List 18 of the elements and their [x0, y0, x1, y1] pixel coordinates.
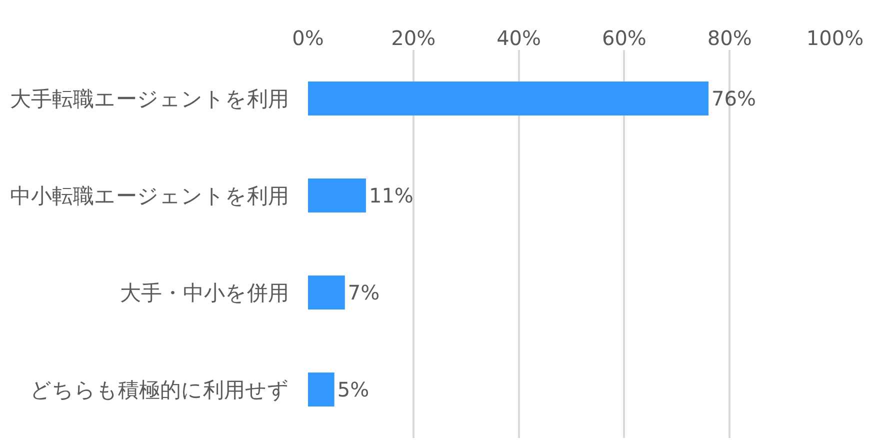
x-tick-label: 60% — [602, 26, 646, 50]
data-label: 7% — [348, 280, 380, 305]
y-tick-label: 大手転職エージェントを利用 — [10, 86, 289, 111]
data-label: 11% — [368, 183, 414, 208]
y-tick-label: 大手・中小を併用 — [120, 280, 289, 305]
x-tick-label: 100% — [806, 26, 864, 50]
bar — [308, 372, 334, 406]
x-tick-label: 80% — [707, 26, 752, 50]
y-tick-label: どちらも積極的に利用せず — [30, 378, 289, 402]
data-label: 5% — [337, 378, 370, 402]
x-tick-label: 0% — [292, 26, 324, 50]
x-tick-label: 40% — [496, 26, 542, 50]
x-tick-label: 20% — [391, 26, 436, 50]
bar — [308, 178, 366, 212]
bar — [308, 82, 709, 116]
data-label: 76% — [712, 86, 756, 110]
y-tick-label: 中小転職エージェントを利用 — [10, 184, 289, 208]
bar — [308, 276, 345, 310]
